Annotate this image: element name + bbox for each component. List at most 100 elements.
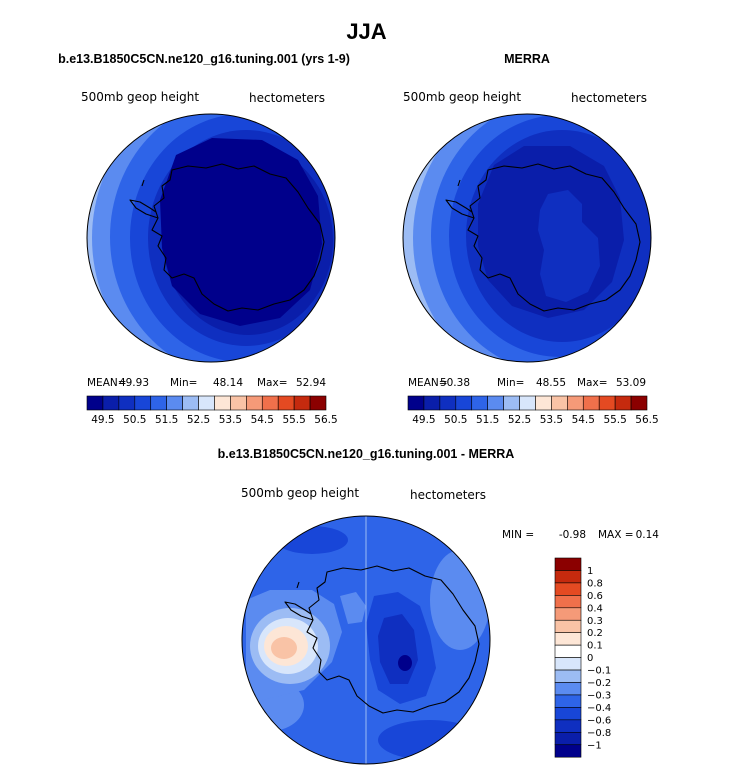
colorbar-tick-label: 1 [587, 566, 593, 577]
panel-model: b.e13.B1850C5CN.ne120_g16.tuning.001 (yr… [58, 52, 350, 426]
colorbar-cell [182, 395, 199, 411]
panel-diff-title: b.e13.B1850C5CN.ne120_g16.tuning.001 - M… [218, 447, 515, 461]
colorbar-cell [554, 570, 582, 584]
colorbar-tick-label: −0.1 [587, 666, 611, 677]
colorbar-cell [86, 395, 104, 411]
colorbar-cell [614, 395, 632, 411]
min-label: Min= [170, 377, 197, 389]
colorbar-cell [198, 395, 215, 411]
min-label: Min= [497, 377, 524, 389]
max-label: MAX = [598, 529, 634, 541]
colorbar-tick-label: 53.5 [540, 414, 563, 426]
mean-label: MEAN= [87, 377, 127, 389]
colorbar-tick-label: 53.5 [219, 414, 242, 426]
colorbar-cell [166, 395, 183, 411]
colorbar-cell [407, 395, 425, 411]
colorbar-cell [102, 395, 120, 411]
colorbar-tick-label: 0.1 [587, 641, 603, 652]
colorbar-cell [554, 719, 582, 733]
mean-label: MEAN= [408, 377, 448, 389]
panel-merra-stats: MEAN= 50.38 Min= 48.55 Max= 53.09 [408, 377, 646, 389]
colorbar-tick-label: 56.5 [314, 414, 337, 426]
colorbar-cell [554, 657, 582, 671]
colorbar-tick-label: 55.5 [603, 414, 626, 426]
colorbar-tick-label: −0.3 [587, 690, 611, 701]
colorbar-cell [554, 669, 582, 683]
colorbar-tick-label: 0 [587, 653, 593, 664]
colorbar-cell [554, 582, 582, 596]
colorbar-cell [554, 595, 582, 609]
colorbar-cell [554, 644, 582, 658]
colorbar-cell [551, 395, 568, 411]
colorbar-tick-label: 0.3 [587, 616, 603, 627]
panel-merra-title: MERRA [504, 52, 550, 66]
colorbar-tick-label: −0.4 [587, 703, 611, 714]
colorbar-cell [261, 395, 279, 411]
panel-merra-variable: 500mb geop height [403, 90, 521, 104]
colorbar-cell [471, 395, 488, 411]
colorbar-tick-label: 0.2 [587, 628, 603, 639]
mean-value: 50.38 [440, 377, 470, 389]
colorbar-cell [309, 395, 327, 411]
colorbar-cell [118, 395, 136, 411]
colorbar-cell [554, 632, 582, 646]
colorbar-tick-label: 0.4 [587, 603, 603, 614]
panel-model-title: b.e13.B1850C5CN.ne120_g16.tuning.001 (yr… [58, 52, 350, 66]
colorbar-tick-label: 49.5 [91, 414, 114, 426]
colorbar-tick-label: 49.5 [412, 414, 435, 426]
colorbar-cell [277, 395, 295, 411]
colorbar-cell [439, 395, 457, 411]
colorbar-tick-label: 0.6 [587, 591, 603, 602]
max-value: 53.09 [616, 377, 646, 389]
map-border [402, 113, 652, 363]
colorbar-tick-label: 50.5 [123, 414, 146, 426]
colorbar-tick-label: 51.5 [476, 414, 499, 426]
colorbar-cell [582, 395, 600, 411]
panel-merra: MERRA 500mb geop height hectometers MEAN… [402, 52, 659, 426]
panel-diff-variable: 500mb geop height [241, 486, 359, 500]
colorbar-cell [150, 395, 167, 411]
colorbar-cell [598, 395, 616, 411]
colorbar-tick-label: 54.5 [572, 414, 595, 426]
colorbar-tick-label: 52.5 [187, 414, 210, 426]
panel-merra-map [402, 113, 652, 363]
colorbar-cell [554, 731, 582, 746]
colorbar-cell [554, 557, 582, 571]
colorbar-cell [487, 395, 504, 411]
colorbar-tick-label: 50.5 [444, 414, 467, 426]
colorbar-cell [134, 395, 152, 411]
panel-model-units: hectometers [249, 91, 325, 105]
colorbar-cell [630, 395, 648, 411]
colorbar-cell [230, 395, 247, 411]
colorbar-tick-label: −1 [587, 740, 602, 751]
min-value: -0.98 [559, 529, 586, 541]
colorbar-cell [293, 395, 311, 411]
panel-diff-map [241, 515, 491, 765]
colorbar-tick-label: 56.5 [635, 414, 658, 426]
colorbar-cell [554, 707, 582, 721]
colorbar-cell [246, 395, 263, 411]
colorbar-cell [214, 395, 231, 411]
max-value: 0.14 [636, 529, 660, 541]
panel-merra-units: hectometers [571, 91, 647, 105]
colorbar-tick-label: 0.8 [587, 578, 603, 589]
colorbar-tick-label: −0.2 [587, 678, 611, 689]
max-label: Max= [577, 377, 608, 389]
mean-value: 49.93 [119, 377, 149, 389]
panel-model-colorbar: 49.5 50.5 51.5 52.5 53.5 54.5 55.5 56.5 [86, 395, 338, 426]
colorbar-cell [554, 619, 582, 633]
colorbar-tick-label: 51.5 [155, 414, 178, 426]
colorbar-tick-label: −0.8 [587, 728, 611, 739]
panel-diff-units: hectometers [410, 488, 486, 502]
panel-model-stats: MEAN= 49.93 Min= 48.14 Max= 52.94 [87, 377, 326, 389]
colorbar-cell [554, 744, 582, 758]
colorbar-cell [455, 395, 473, 411]
colorbar-tick-label: 52.5 [508, 414, 531, 426]
panel-merra-colorbar: 49.5 50.5 51.5 52.5 53.5 54.5 55.5 56.5 [407, 395, 659, 426]
colorbar-cell [503, 395, 520, 411]
map-border [241, 515, 491, 765]
colorbar-cell [567, 395, 584, 411]
colorbar-cell [554, 694, 582, 708]
panel-diff-colorbar: 10.8 0.60.4 0.30.2 0.10 −0.1−0.2−0.3 −0.4−0.6… [554, 557, 611, 758]
